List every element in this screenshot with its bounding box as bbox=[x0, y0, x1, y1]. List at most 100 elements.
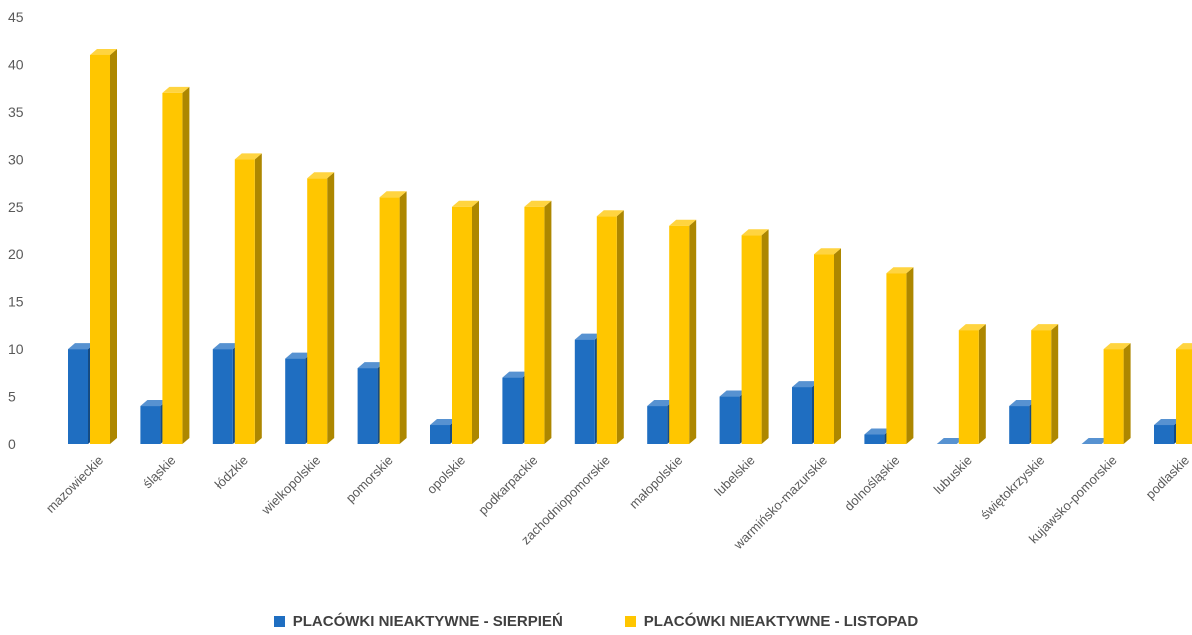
bar-sierpien-front bbox=[647, 406, 668, 444]
bar-sierpien-front bbox=[719, 396, 740, 444]
bar-listopad-side bbox=[616, 210, 624, 444]
bar-sierpien-top bbox=[212, 343, 240, 350]
bar-listopad bbox=[814, 248, 841, 444]
bar-listopad-front bbox=[162, 92, 183, 445]
x-category-label: dolnośląskie bbox=[841, 453, 902, 514]
bar-listopad-front bbox=[90, 54, 110, 444]
legend-item-listopad: PLACÓWKI NIEAKTYWNE - LISTOPAD bbox=[624, 612, 919, 630]
x-category-label: mazowieckie bbox=[43, 453, 106, 516]
bar-listopad-side bbox=[182, 86, 190, 445]
bar-listopad-top bbox=[524, 200, 552, 207]
bar-sierpien-front bbox=[792, 387, 812, 444]
bar-listopad-side bbox=[906, 267, 914, 444]
bar-listopad-top bbox=[90, 48, 117, 55]
bar-sierpien-top bbox=[1154, 419, 1181, 426]
bar-listopad-front bbox=[452, 206, 472, 444]
y-tick-label: 10 bbox=[8, 341, 24, 357]
y-tick-label: 45 bbox=[8, 9, 24, 25]
bar-listopad-side bbox=[761, 229, 769, 444]
bar-listopad bbox=[524, 200, 552, 444]
bar-listopad bbox=[234, 153, 262, 445]
bar-listopad-top bbox=[814, 248, 841, 255]
bar-sierpien-top bbox=[574, 333, 602, 340]
y-tick-label: 20 bbox=[8, 246, 24, 262]
y-tick-label: 25 bbox=[8, 199, 24, 215]
bar-sierpien-top bbox=[502, 371, 530, 378]
y-tick-label: 15 bbox=[8, 294, 24, 310]
bar-listopad-top bbox=[1103, 343, 1131, 350]
bar-listopad-front bbox=[886, 273, 907, 444]
bar-listopad-side bbox=[110, 48, 117, 444]
bar-listopad-side bbox=[834, 248, 841, 444]
bar-listopad-top bbox=[452, 200, 479, 207]
y-tick-label: 0 bbox=[8, 436, 16, 452]
bar-sierpien-top bbox=[430, 419, 457, 426]
x-category-label: lubuskie bbox=[931, 453, 975, 497]
bar-sierpien-front bbox=[140, 406, 161, 444]
bar-sierpien-front bbox=[864, 434, 885, 444]
bar-listopad-front bbox=[814, 254, 834, 444]
bar-listopad-top bbox=[958, 324, 986, 331]
bar-listopad-top bbox=[741, 229, 769, 236]
bar-listopad-side bbox=[327, 172, 335, 445]
bar-listopad bbox=[741, 229, 769, 444]
bar-listopad-front bbox=[596, 216, 617, 444]
bar-sierpien-top bbox=[936, 438, 964, 444]
bar-listopad-front bbox=[234, 159, 255, 445]
bar-sierpien-top bbox=[792, 381, 819, 388]
bar-sierpien-front bbox=[430, 425, 450, 444]
x-category-label: pomorskie bbox=[343, 453, 396, 506]
x-category-label: łódzkie bbox=[212, 453, 251, 492]
bar-listopad-side bbox=[472, 200, 479, 444]
legend-swatch-listopad bbox=[624, 615, 636, 627]
bar-listopad-side bbox=[399, 191, 407, 444]
bar-sierpien-top bbox=[864, 428, 892, 435]
bar-sierpien-front bbox=[68, 349, 88, 444]
bar-listopad bbox=[669, 219, 697, 444]
y-tick-label: 5 bbox=[8, 389, 16, 405]
bar-listopad-side bbox=[689, 219, 697, 444]
bar-listopad-front bbox=[741, 235, 762, 444]
bar-listopad-front bbox=[1176, 349, 1192, 444]
bar-sierpien-front bbox=[212, 349, 233, 444]
bar-listopad bbox=[307, 172, 335, 445]
bar-listopad-top bbox=[886, 267, 914, 274]
x-category-label: małopolskie bbox=[626, 453, 685, 512]
bar-sierpien-top bbox=[1009, 400, 1037, 407]
y-tick-label: 30 bbox=[8, 151, 24, 167]
bar-sierpien-top bbox=[357, 362, 385, 369]
x-category-label: podlaskie bbox=[1143, 453, 1192, 502]
legend-label-listopad: PLACÓWKI NIEAKTYWNE - LISTOPAD bbox=[643, 612, 919, 630]
bar-listopad-top bbox=[379, 191, 407, 198]
bar-listopad-top bbox=[1176, 343, 1192, 350]
bar-listopad bbox=[90, 48, 117, 444]
legend: PLACÓWKI NIEAKTYWNE - SIERPIEŃ PLACÓWKI … bbox=[0, 610, 1192, 632]
y-tick-label: 40 bbox=[8, 56, 24, 72]
bar-listopad-top bbox=[596, 210, 624, 217]
x-category-label: lubelskie bbox=[711, 453, 757, 499]
x-category-label: świętokrzyskie bbox=[977, 453, 1047, 523]
legend-swatch-sierpien bbox=[273, 615, 285, 627]
x-category-label: śląskie bbox=[140, 453, 179, 492]
bar-listopad-side bbox=[254, 153, 262, 445]
x-category-label: wielkopolskie bbox=[258, 453, 323, 518]
x-category-label: podkarpackie bbox=[475, 453, 540, 518]
bar-sierpien-front bbox=[285, 358, 306, 444]
bar-listopad bbox=[886, 267, 914, 444]
bar-sierpien-front bbox=[1009, 406, 1030, 444]
bar-listopad-top bbox=[234, 153, 262, 160]
legend-item-sierpien: PLACÓWKI NIEAKTYWNE - SIERPIEŃ bbox=[273, 612, 563, 630]
bar-sierpien-top bbox=[285, 352, 313, 359]
bar-sierpien bbox=[140, 400, 168, 444]
bar-listopad-front bbox=[1103, 349, 1124, 444]
bar-sierpien-front bbox=[502, 377, 523, 444]
y-tick-label: 35 bbox=[8, 104, 24, 120]
bar-listopad-side bbox=[1123, 343, 1131, 444]
bar-sierpien-top bbox=[68, 343, 95, 350]
bar-listopad-side bbox=[978, 324, 986, 444]
legend-label-sierpien: PLACÓWKI NIEAKTYWNE - SIERPIEŃ bbox=[292, 612, 563, 630]
bar-sierpien-front bbox=[574, 339, 595, 444]
bar-sierpien-top bbox=[1081, 438, 1109, 444]
bar-listopad bbox=[1031, 324, 1059, 444]
